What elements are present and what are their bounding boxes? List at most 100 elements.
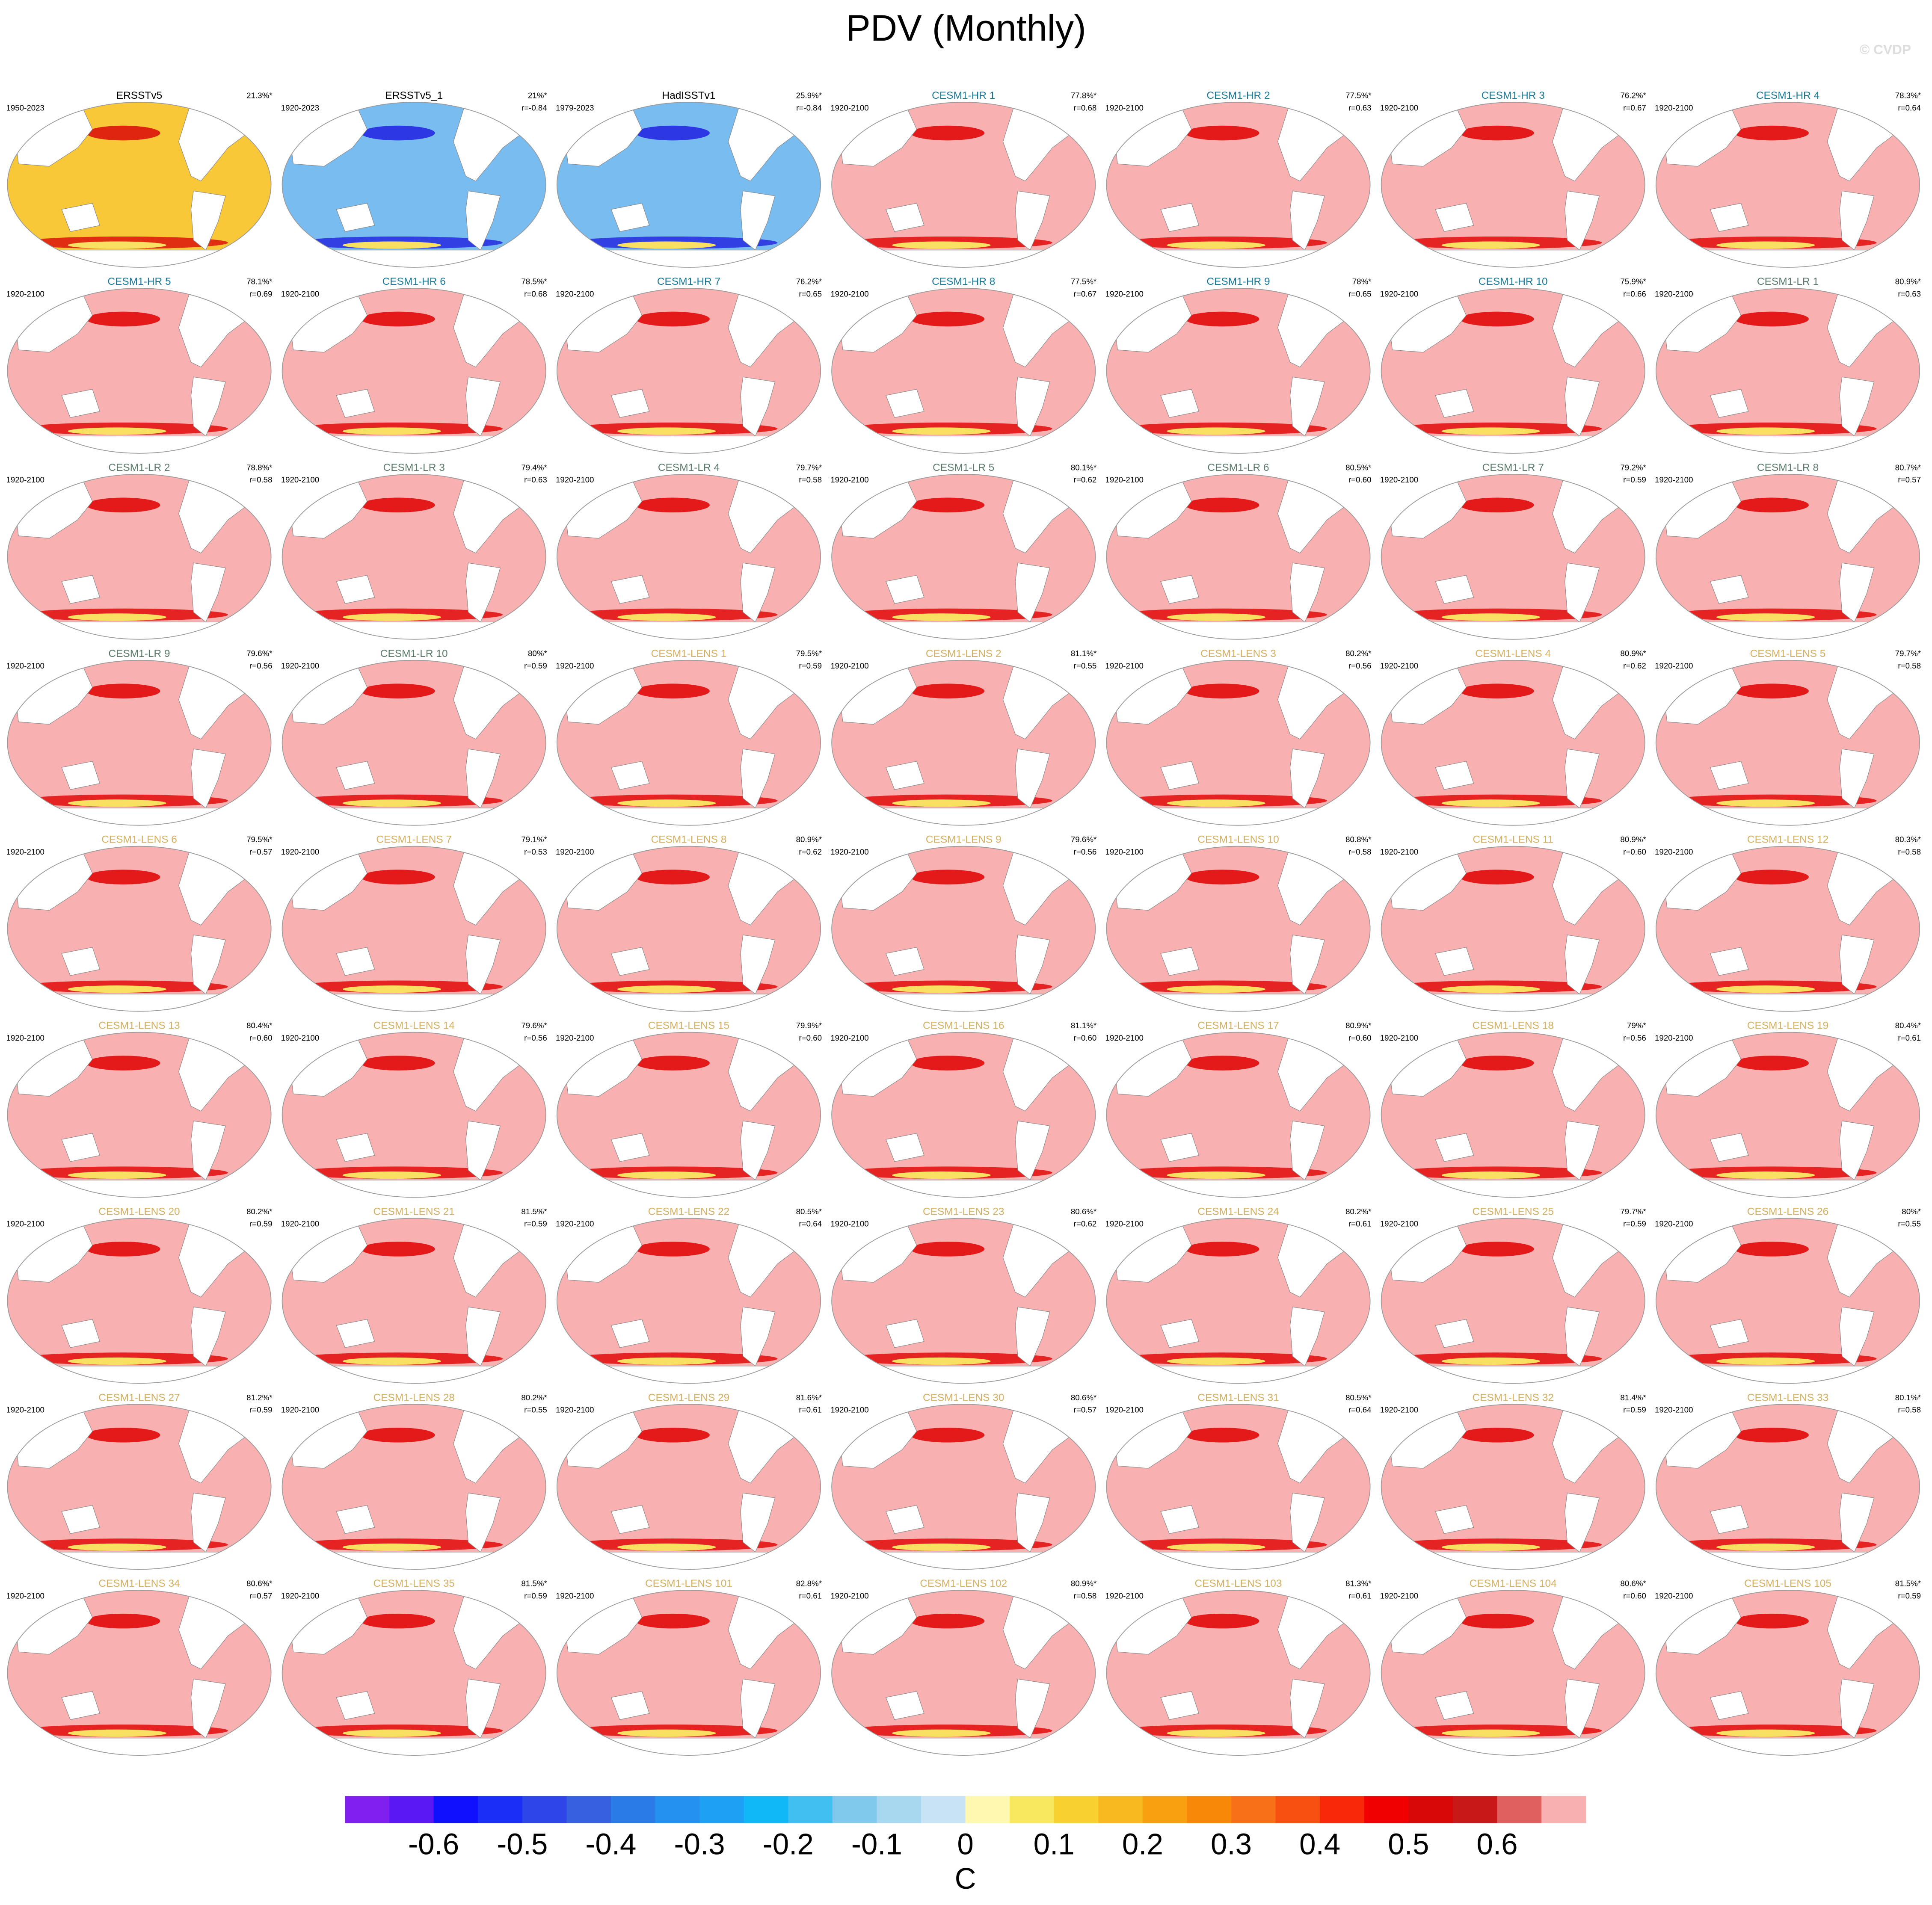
- map-panel: CESM1-LENS 16 1920-2100 81.1%* r=0.60: [830, 1020, 1096, 1198]
- southern-ocean-core: [342, 1171, 442, 1179]
- north-pacific-anomaly: [86, 311, 160, 327]
- ocean: [1656, 474, 1920, 639]
- map-panel: CESM1-LENS 25 1920-2100 79.7%* r=0.59: [1380, 1206, 1646, 1384]
- map-panel: CESM1-LENS 3 1920-2100 80.2%* r=0.56: [1105, 648, 1372, 826]
- panel-title: CESM1-LR 7: [1482, 462, 1544, 473]
- north-pacific-anomaly: [361, 311, 435, 327]
- land: [610, 1319, 650, 1348]
- panel-title: CESM1-LENS 25: [1473, 1206, 1554, 1217]
- southern-ocean-core: [617, 985, 716, 993]
- map-panel: CESM1-HR 5 1920-2100 78.1%* r=0.69: [6, 276, 273, 454]
- map-panel: CESM1-LENS 21 1920-2100 81.5%* r=0.59: [281, 1206, 547, 1384]
- north-pacific-anomaly: [1735, 1613, 1809, 1629]
- globe-outline: [1655, 473, 1920, 640]
- land: [1656, 621, 1920, 639]
- panel-percent: 81.6%*: [796, 1393, 822, 1402]
- panel-percent: 21%*: [528, 91, 547, 100]
- land: [7, 621, 271, 639]
- land: [282, 808, 546, 825]
- panel-title: CESM1-LENS 26: [1747, 1206, 1828, 1217]
- north-pacific-anomaly: [636, 1242, 710, 1257]
- southern-ocean-core: [342, 1543, 442, 1551]
- southern-ocean-core: [1441, 427, 1541, 435]
- land: [1106, 994, 1370, 1012]
- ocean: [282, 1032, 546, 1198]
- map: [282, 102, 546, 267]
- globe-outline: [282, 1590, 546, 1756]
- map: [282, 1404, 546, 1570]
- land: [1435, 1319, 1474, 1348]
- southern-ocean-core: [892, 241, 991, 249]
- colorbar-box: [1320, 1796, 1365, 1823]
- panel-title: CESM1-LR 10: [380, 648, 448, 660]
- panel-correlation: r=0.53: [524, 847, 547, 856]
- map-panel: ERSSTv5 1950-2023 21.3%*: [6, 90, 273, 268]
- colorbar-box: [744, 1796, 789, 1823]
- southern-ocean-core: [68, 799, 166, 807]
- ocean: [832, 1404, 1096, 1570]
- land: [610, 575, 650, 604]
- panel-percent: 80.8%*: [1345, 835, 1371, 844]
- panel-period: 1920-2100: [1655, 1591, 1693, 1600]
- map: [7, 1590, 271, 1756]
- land: [886, 575, 925, 604]
- north-pacific-anomaly: [86, 683, 160, 698]
- north-pacific-anomaly: [1735, 1242, 1809, 1257]
- map: [282, 1590, 546, 1756]
- colorbar-tick-label: -0.6: [408, 1827, 459, 1861]
- panel-period: 1920-2100: [830, 661, 869, 670]
- ocean: [832, 846, 1096, 1012]
- north-pacific-anomaly: [1460, 311, 1534, 327]
- southern-ocean-core: [1716, 985, 1815, 993]
- land: [610, 761, 650, 790]
- panel-period: 1920-2100: [1105, 1219, 1144, 1228]
- panel-correlation: r=0.67: [1623, 103, 1646, 112]
- panel-correlation: r=0.68: [1074, 103, 1097, 112]
- panel-title: CESM1-LENS 105: [1744, 1578, 1831, 1589]
- panel-percent: 80.9%*: [1071, 1579, 1096, 1588]
- land: [336, 389, 375, 418]
- land: [1381, 435, 1645, 453]
- ocean: [1656, 846, 1920, 1012]
- north-pacific-anomaly: [910, 683, 985, 698]
- panel-title: CESM1-LENS 35: [373, 1578, 455, 1589]
- map-panel: CESM1-LENS 33 1920-2100 80.1%* r=0.58: [1655, 1392, 1921, 1570]
- map-panel: CESM1-LENS 23 1920-2100 80.6%* r=0.62: [830, 1206, 1096, 1384]
- southern-ocean-core: [1167, 613, 1265, 621]
- map: [1381, 102, 1645, 267]
- panel-period: 1920-2100: [281, 289, 320, 298]
- panel-percent: 80.1%*: [1895, 1393, 1921, 1402]
- map: [7, 1404, 271, 1570]
- panel-period: 1920-2100: [556, 289, 594, 298]
- colorbar-box: [1187, 1796, 1232, 1823]
- globe-outline: [556, 1590, 821, 1756]
- north-pacific-anomaly: [1185, 497, 1259, 513]
- southern-ocean-core: [68, 613, 166, 621]
- colorbar-tick-label: 0.1: [1034, 1827, 1075, 1861]
- map-panel: CESM1-LENS 29 1920-2100 81.6%* r=0.61: [556, 1392, 822, 1570]
- southern-ocean-core: [342, 427, 442, 435]
- land: [7, 994, 271, 1012]
- land: [1160, 575, 1200, 604]
- panel-period: 1920-2100: [6, 1591, 44, 1600]
- panel-percent: 79.5%*: [246, 835, 272, 844]
- panel-title: HadISSTv1: [662, 90, 715, 101]
- ocean: [1381, 102, 1645, 267]
- panel-percent: 78.8%*: [246, 463, 272, 472]
- globe-outline: [282, 846, 546, 1012]
- panel-percent: 81.1%*: [1071, 1021, 1096, 1030]
- panel-percent: 78%*: [1352, 277, 1372, 286]
- map: [1106, 846, 1370, 1012]
- ocean: [282, 1404, 546, 1570]
- panel-period: 1920-2100: [1105, 289, 1144, 298]
- ocean: [282, 474, 546, 639]
- ocean: [7, 1218, 271, 1384]
- land: [61, 1505, 101, 1534]
- north-pacific-anomaly: [86, 1613, 160, 1629]
- map: [557, 1218, 821, 1384]
- panel-period: 1920-2100: [1655, 847, 1693, 856]
- panel-period: 1920-2100: [1380, 1219, 1419, 1228]
- colorbar-box: [1098, 1796, 1143, 1823]
- land: [1435, 575, 1474, 604]
- panel-period: 1920-2100: [556, 847, 594, 856]
